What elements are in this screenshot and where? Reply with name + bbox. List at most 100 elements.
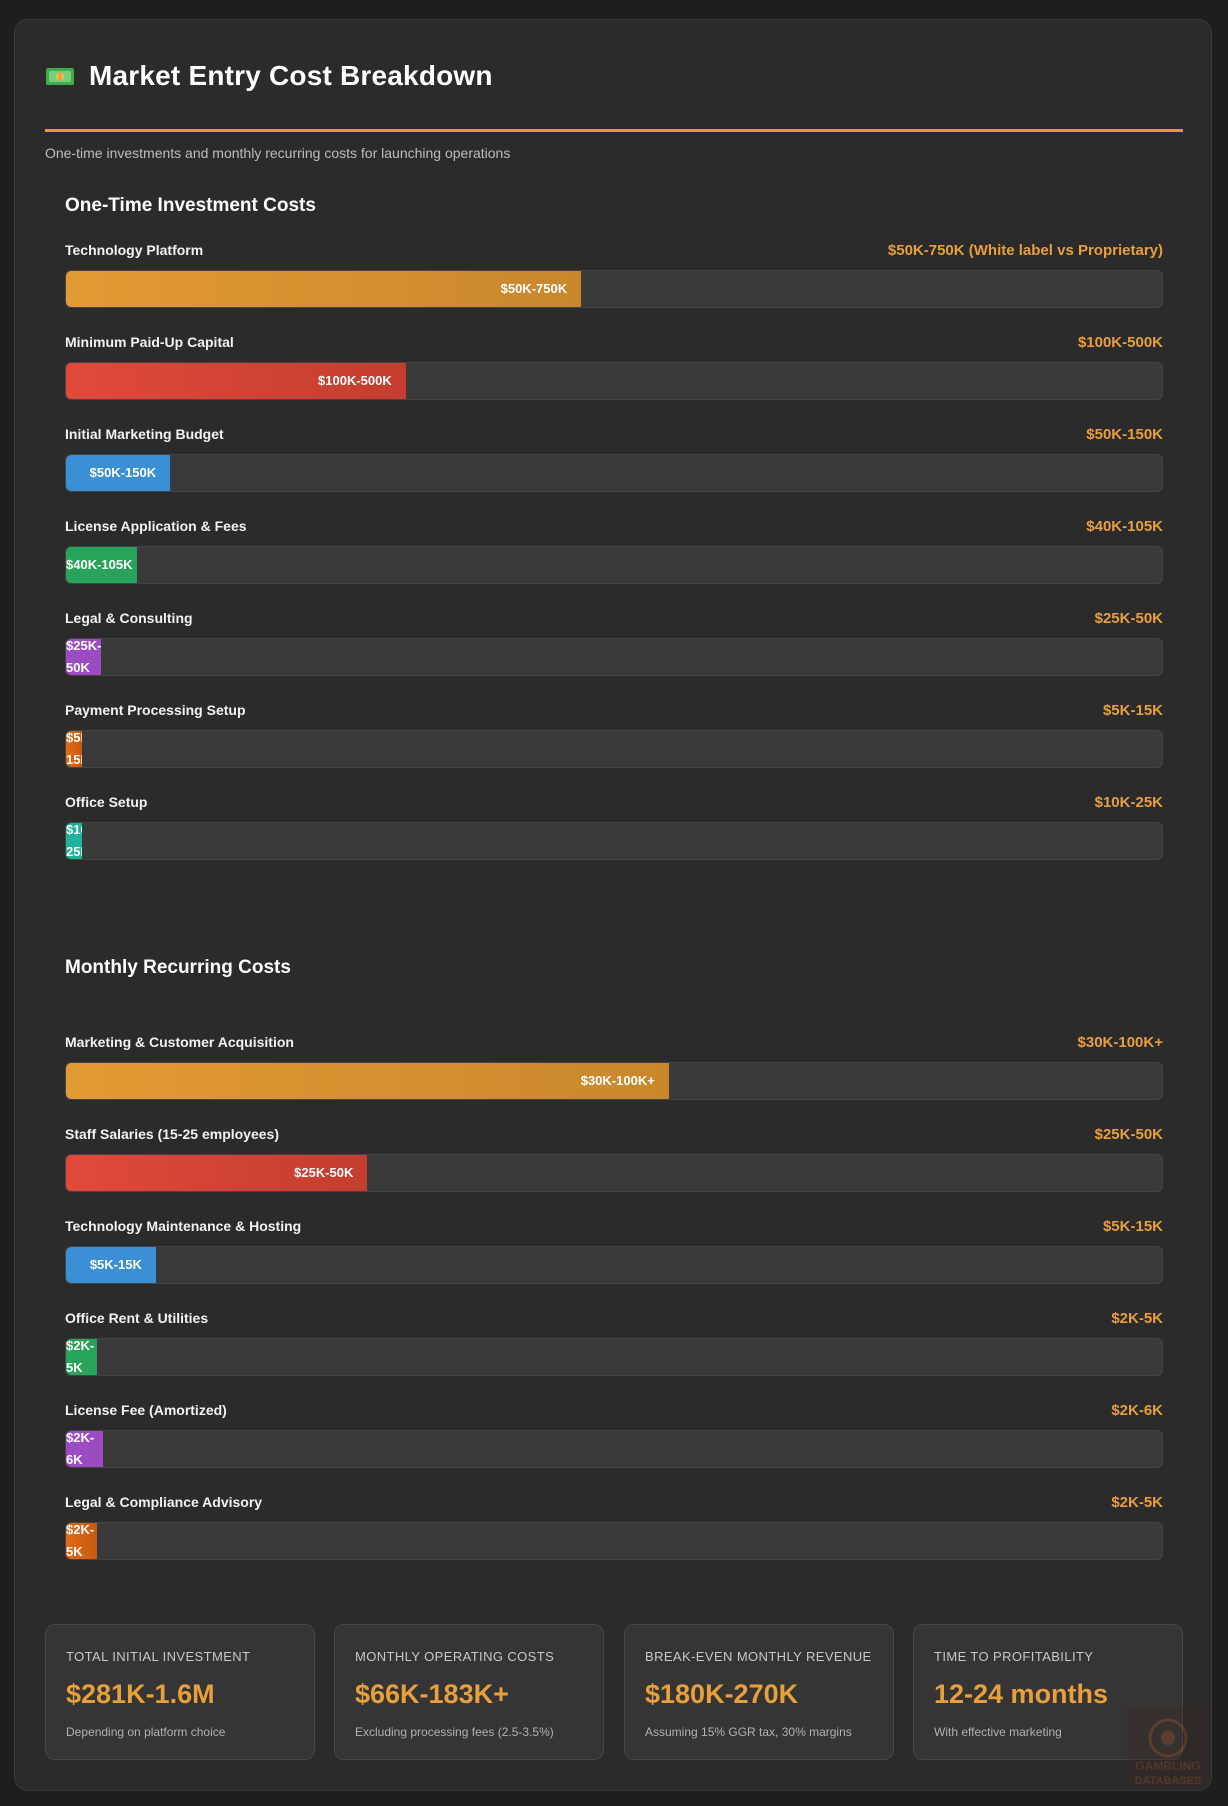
cost-row-header: License Fee (Amortized) $2K-6K [65, 1402, 1163, 1422]
title-divider [45, 129, 1183, 132]
bar-track: $5K-15K [65, 1246, 1163, 1284]
bar-value-label: $2K-6K [66, 1431, 95, 1467]
cost-breakdown-card: Market Entry Cost Breakdown One-time inv… [14, 19, 1212, 1791]
cost-row-header: Legal & Compliance Advisory $2K-5K [65, 1494, 1163, 1514]
bar-value-label: $10K-25K [66, 823, 82, 859]
one-time-section-title: One-Time Investment Costs [65, 195, 316, 216]
bar-track: $40K-105K [65, 546, 1163, 584]
cost-category-label: License Fee (Amortized) [65, 1402, 227, 1418]
bar: $25K-50K [66, 639, 102, 675]
summary-label: BREAK-EVEN MONTHLY REVENUE [645, 1649, 872, 1664]
bar: $2K-6K [66, 1431, 104, 1467]
cost-row-header: Payment Processing Setup $5K-15K [65, 702, 1163, 722]
page-title: Market Entry Cost Breakdown [89, 60, 493, 91]
cost-row-header: Office Rent & Utilities $2K-5K [65, 1310, 1163, 1330]
cost-range-label: $30K-100K+ [1077, 1034, 1163, 1051]
header: Market Entry Cost Breakdown [45, 56, 1183, 96]
cost-range-label: $10K-25K [1094, 794, 1163, 811]
money-icon [46, 68, 74, 85]
summary-note: Depending on platform choice [66, 1725, 226, 1739]
bar: $2K-5K [66, 1523, 97, 1559]
page-subtitle: One-time investments and monthly recurri… [45, 145, 511, 161]
bar-value-label: $25K-50K [66, 639, 102, 675]
cost-row: Technology Platform $50K-750K (White labe… [65, 242, 1163, 326]
bar-track: $30K-100K+ [65, 1062, 1163, 1100]
cost-category-label: Initial Marketing Budget [65, 426, 224, 442]
cost-row-header: Technology Maintenance & Hosting $5K-15K [65, 1218, 1163, 1238]
summary-value: $66K-183K+ [355, 1679, 509, 1709]
summary-value: $180K-270K [645, 1679, 799, 1709]
cost-category-label: Office Rent & Utilities [65, 1310, 209, 1326]
bar: $25K-50K [66, 1155, 368, 1191]
cost-category-label: Legal & Compliance Advisory [65, 1494, 263, 1510]
summary-note: With effective marketing [934, 1725, 1062, 1739]
summary-card-profitability: TIME TO PROFITABILITY 12-24 months With … [913, 1624, 1183, 1760]
cost-row-header: Marketing & Customer Acquisition $30K-100… [65, 1034, 1163, 1054]
summary-card-monthly-costs: MONTHLY OPERATING COSTS $66K-183K+ Exclu… [334, 1624, 604, 1760]
bar-track: $25K-50K [65, 1154, 1163, 1192]
cost-row: Legal & Consulting $25K-50K $25K-50K [65, 610, 1163, 694]
bar-value-label: $2K-5K [66, 1523, 95, 1559]
cost-row: Office Rent & Utilities $2K-5K $2K-5K [65, 1310, 1163, 1394]
cost-row-header: Minimum Paid-Up Capital $100K-500K [65, 334, 1163, 354]
bar: $5K-15K [66, 1247, 156, 1283]
cost-range-label: $50K-150K [1086, 426, 1163, 443]
bar-track: $5K-15K [65, 730, 1163, 768]
cost-row: License Application & Fees $40K-105K $40K-… [65, 518, 1163, 602]
summary-note: Assuming 15% GGR tax, 30% margins [645, 1725, 852, 1739]
summary-value: 12-24 months [934, 1679, 1109, 1709]
cost-category-label: Technology Platform [65, 242, 204, 258]
cost-category-label: Technology Maintenance & Hosting [65, 1218, 302, 1234]
cost-row: Payment Processing Setup $5K-15K $5K-15K [65, 702, 1163, 786]
cost-category-label: License Application & Fees [65, 518, 247, 534]
cost-category-label: Office Setup [65, 794, 148, 810]
cost-row-header: Technology Platform $50K-750K (White labe… [65, 242, 1163, 262]
bar: $5K-15K [66, 731, 83, 767]
cost-row: Legal & Compliance Advisory $2K-5K $2K-5K [65, 1494, 1163, 1578]
summary-card-break-even: BREAK-EVEN MONTHLY REVENUE $180K-270K As… [624, 1624, 894, 1760]
cost-row-header: License Application & Fees $40K-105K [65, 518, 1163, 538]
cost-category-label: Legal & Consulting [65, 610, 193, 626]
cost-row-header: Initial Marketing Budget $50K-150K [65, 426, 1163, 446]
bar-track: $50K-150K [65, 454, 1163, 492]
cost-row: Staff Salaries (15-25 employees) $25K-50K… [65, 1126, 1163, 1210]
cost-range-label: $5K-15K [1102, 1218, 1163, 1235]
cost-category-label: Staff Salaries (15-25 employees) [65, 1126, 279, 1142]
cost-row: Office Setup $10K-25K $10K-25K [65, 794, 1163, 878]
summary-label: TIME TO PROFITABILITY [934, 1649, 1094, 1664]
bar: $10K-25K [66, 823, 83, 859]
bar-track: $2K-6K [65, 1430, 1163, 1468]
bar-track: $25K-50K [65, 638, 1163, 676]
bar-value-label: $50K-750K [500, 281, 568, 296]
cost-range-label: $2K-5K [1111, 1494, 1163, 1511]
cost-range-label: $100K-500K [1077, 334, 1163, 351]
bar-track: $2K-5K [65, 1522, 1163, 1560]
cost-range-label: $25K-50K [1094, 610, 1163, 627]
cost-row: Technology Maintenance & Hosting $5K-15K $… [65, 1218, 1163, 1302]
cost-row-header: Staff Salaries (15-25 employees) $25K-50K [65, 1126, 1163, 1146]
summary-label: MONTHLY OPERATING COSTS [355, 1649, 555, 1664]
bar: $50K-150K [66, 455, 171, 491]
cost-row: Initial Marketing Budget $50K-150K $50K-15… [65, 426, 1163, 510]
bar-value-label: $25K-50K [294, 1165, 354, 1180]
bar: $100K-500K [66, 363, 406, 399]
summary-value: $281K-1.6M [66, 1679, 215, 1709]
cost-range-label: $50K-750K (White label vs Proprietary) [887, 242, 1163, 259]
bar: $30K-100K+ [66, 1063, 669, 1099]
bar: $40K-105K [66, 547, 138, 583]
bar-track: $10K-25K [65, 822, 1163, 860]
cost-range-label: $2K-6K [1111, 1402, 1163, 1419]
bar-track: $50K-750K [65, 270, 1163, 308]
cost-row-header: Legal & Consulting $25K-50K [65, 610, 1163, 630]
cost-row: License Fee (Amortized) $2K-6K $2K-6K [65, 1402, 1163, 1486]
cost-range-label: $40K-105K [1086, 518, 1163, 535]
monthly-section-title: Monthly Recurring Costs [65, 957, 291, 978]
cost-row-header: Office Setup $10K-25K [65, 794, 1163, 814]
bar-value-label: $50K-150K [89, 465, 157, 480]
bar-value-label: $5K-15K [66, 731, 82, 767]
watermark-line1: GAMBLING [1135, 1759, 1200, 1773]
cost-category-label: Minimum Paid-Up Capital [65, 334, 234, 350]
gambling-databases-logo: GAMBLING DATABASES [1127, 1706, 1209, 1788]
watermark-line2: DATABASES [1135, 1775, 1202, 1787]
bar: $50K-750K [66, 271, 582, 307]
